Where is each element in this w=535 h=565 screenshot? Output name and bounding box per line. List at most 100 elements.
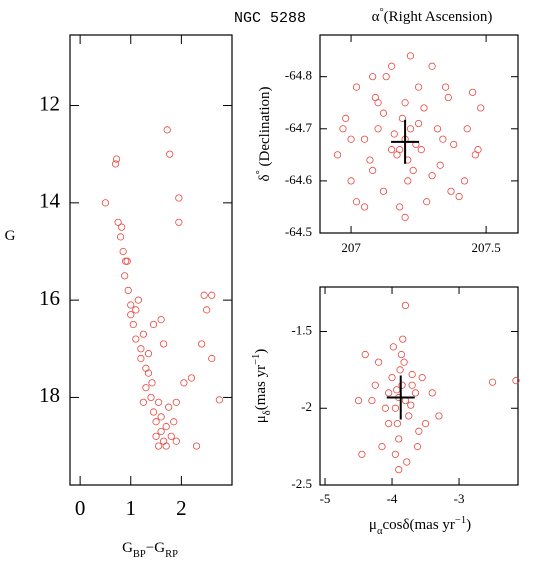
y-axis-label: G: [5, 228, 16, 244]
x-axis-label-part: °: [379, 7, 383, 18]
x-axis-label-part: ): [466, 517, 471, 533]
star-point: [352, 83, 361, 91]
star-point: [374, 125, 382, 133]
chart-title: NGC 5288: [234, 10, 306, 27]
star-point: [111, 160, 120, 168]
star-point: [389, 343, 397, 351]
star-point: [420, 104, 428, 112]
star-point: [387, 62, 396, 70]
y-axis-label-part: (mas yr: [253, 365, 269, 410]
plot-frame: [319, 286, 519, 486]
y-axis-label-part: (Declination): [257, 86, 273, 170]
y-axis-label-part: δ: [262, 410, 273, 415]
star-point: [123, 257, 131, 265]
star-point: [413, 443, 422, 451]
star-point: [379, 187, 388, 195]
star-point: [423, 198, 431, 206]
star-point: [132, 306, 140, 314]
star-point: [398, 381, 406, 389]
star-point: [127, 311, 135, 319]
star-point: [408, 370, 416, 379]
star-point: [379, 109, 388, 117]
star-point: [371, 93, 379, 102]
y-axis-label-part: −1: [251, 354, 262, 365]
star-point: [390, 130, 398, 138]
y-tick-label: 14: [39, 189, 61, 213]
star-point: [139, 330, 148, 338]
star-point: [165, 403, 173, 411]
star-point: [354, 396, 363, 405]
star-point: [137, 345, 145, 353]
star-point: [405, 412, 413, 420]
y-tick-label: -1.5: [291, 322, 312, 337]
star-point: [460, 177, 469, 185]
star-point: [391, 404, 399, 412]
star-point: [101, 199, 110, 207]
x-axis-label-part: α: [372, 9, 380, 25]
panel: -5 -4 -3 -1.5 -2 -2.5: [291, 286, 520, 506]
star-point: [347, 135, 355, 143]
star-point: [118, 223, 126, 231]
star-point: [139, 398, 148, 406]
star-point: [166, 150, 174, 158]
star-point: [203, 306, 211, 314]
star-point: [142, 364, 150, 372]
y-tick-label: -64.8: [285, 68, 312, 83]
y-tick-label: 18: [39, 383, 60, 407]
star-point: [395, 435, 403, 443]
star-point: [114, 218, 122, 226]
star-point: [149, 320, 158, 329]
x-axis-label-part: −G: [146, 540, 165, 556]
star-point: [152, 418, 160, 426]
star-point: [407, 401, 415, 409]
x-tick-label: -5: [320, 491, 331, 506]
star-point: [398, 114, 406, 122]
star-point: [175, 194, 183, 202]
star-point: [112, 155, 121, 163]
star-point: [149, 408, 158, 416]
x-tick-label: 1: [126, 496, 137, 520]
x-tick-label: -3: [454, 491, 465, 506]
star-point: [391, 450, 399, 458]
star-point: [162, 423, 170, 431]
star-point: [447, 187, 455, 195]
star-point: [142, 384, 150, 392]
x-axis-label: GBP−GRP: [122, 540, 178, 559]
star-point: [333, 151, 342, 159]
star-point: [148, 379, 156, 387]
star-point: [172, 437, 180, 445]
x-axis-label: μαcosδ(mas yr−1): [369, 515, 471, 537]
star-point: [444, 93, 452, 102]
star-point: [387, 146, 396, 154]
star-point: [352, 198, 361, 206]
x-axis-label: α°(Right Ascension): [372, 7, 493, 26]
star-point: [154, 398, 163, 406]
star-point: [129, 320, 137, 329]
y-axis-label-part: °: [255, 170, 266, 174]
star-point: [421, 420, 430, 428]
star-point: [393, 420, 401, 428]
star-point: [436, 161, 444, 169]
x-axis-label-part: −1: [455, 515, 466, 526]
star-point: [339, 125, 347, 133]
star-point: [395, 466, 403, 474]
star-point: [381, 404, 389, 412]
x-axis-label-part: μ: [369, 517, 377, 533]
star-point: [385, 420, 393, 428]
star-point: [157, 427, 165, 436]
star-point: [172, 398, 180, 406]
star-point: [208, 291, 216, 299]
star-point: [152, 432, 160, 440]
x-tick-label: 207.5: [472, 240, 501, 255]
plot-frame: [69, 34, 233, 486]
star-point: [488, 378, 497, 386]
star-point: [396, 366, 404, 374]
y-tick-label: -64.7: [285, 120, 313, 135]
star-point: [124, 286, 132, 295]
star-point: [399, 335, 407, 343]
star-point: [396, 203, 404, 211]
star-point: [428, 62, 436, 70]
star-point: [154, 442, 163, 450]
star-point: [450, 140, 458, 149]
